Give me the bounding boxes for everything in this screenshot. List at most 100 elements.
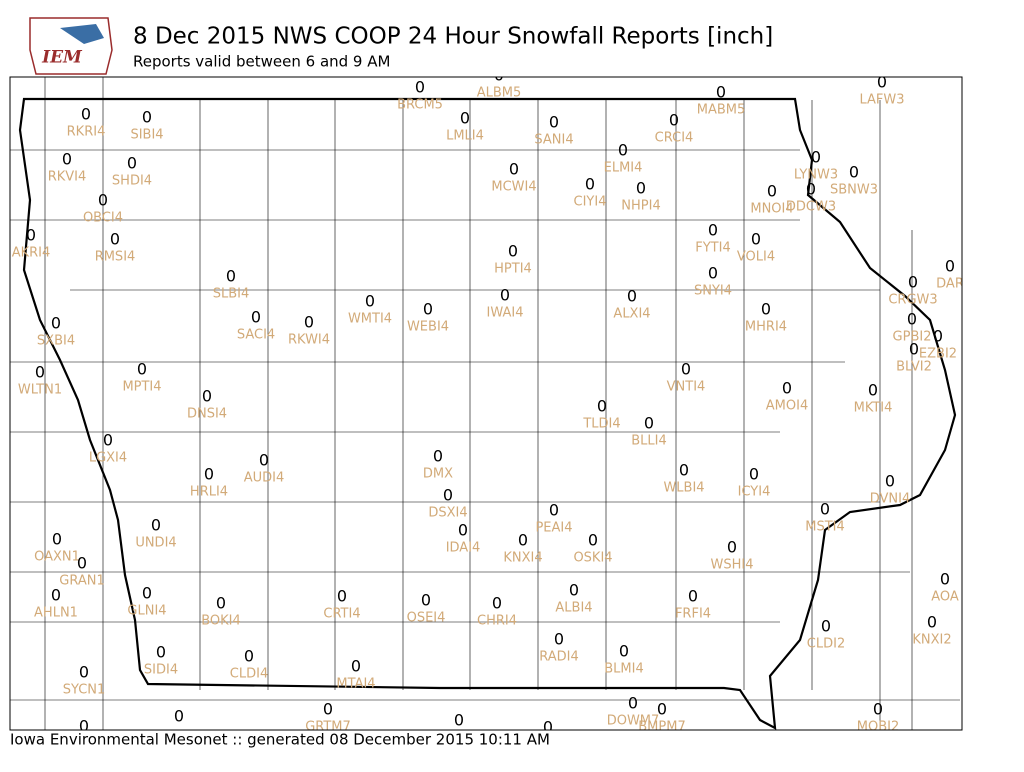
station-label: TLDI4 bbox=[582, 417, 620, 432]
title: 8 Dec 2015 NWS COOP 24 Hour Snowfall Rep… bbox=[133, 24, 773, 50]
station-value: 0 bbox=[751, 230, 761, 249]
station-value: 0 bbox=[244, 647, 254, 666]
station-value: 0 bbox=[454, 711, 464, 730]
station-value: 0 bbox=[443, 486, 453, 505]
station-value: 0 bbox=[421, 591, 431, 610]
station-label: DNSI4 bbox=[187, 407, 227, 422]
station-label: SIDI4 bbox=[144, 663, 178, 678]
station-label: DVNI4 bbox=[870, 492, 911, 507]
station-label: BLVI2 bbox=[896, 360, 932, 375]
station-label: WMTI4 bbox=[348, 312, 392, 327]
station-value: 0 bbox=[569, 581, 579, 600]
station-value: 0 bbox=[940, 570, 950, 589]
station-value: 0 bbox=[806, 180, 816, 199]
station-label: BLMI4 bbox=[604, 662, 643, 677]
station-label: BMPM7 bbox=[638, 720, 685, 735]
station-label: MNOI4 bbox=[750, 202, 793, 217]
station-label: IDAI4 bbox=[446, 541, 481, 556]
station-value: 0 bbox=[251, 308, 261, 327]
station-value: 0 bbox=[811, 148, 821, 167]
station-label: HPTI4 bbox=[494, 262, 532, 277]
station-label: BLLI4 bbox=[631, 434, 667, 449]
station-value: 0 bbox=[62, 150, 72, 169]
station-label: SIBI4 bbox=[130, 128, 163, 143]
station-value: 0 bbox=[518, 531, 528, 550]
station-label: CRCI4 bbox=[655, 131, 694, 146]
state-outline bbox=[18, 97, 957, 730]
station-label: RKRI4 bbox=[67, 125, 106, 140]
station-value: 0 bbox=[51, 314, 61, 333]
station-label: DOWM7 bbox=[607, 714, 660, 729]
station-label: ALBM5 bbox=[477, 86, 522, 101]
station-label: SACI4 bbox=[237, 328, 275, 343]
station-label: SHDI4 bbox=[112, 174, 152, 189]
station-value: 0 bbox=[98, 191, 108, 210]
station-value: 0 bbox=[337, 587, 347, 606]
station-label: DAR bbox=[936, 277, 964, 292]
station-label: GPBI2 bbox=[893, 330, 932, 345]
station-label: ALBI4 bbox=[555, 601, 592, 616]
station-value: 0 bbox=[500, 286, 510, 305]
station-value: 0 bbox=[415, 78, 425, 97]
station-label: RKVI4 bbox=[48, 170, 87, 185]
station-label: AOA bbox=[931, 590, 959, 605]
station-label: AMOI4 bbox=[766, 399, 808, 414]
station-label: SYCN1 bbox=[63, 683, 106, 698]
station-value: 0 bbox=[782, 379, 792, 398]
station-value: 0 bbox=[761, 300, 771, 319]
station-value: 0 bbox=[945, 257, 955, 276]
station-value: 0 bbox=[885, 472, 895, 491]
footer: Iowa Environmental Mesonet :: generated … bbox=[10, 731, 550, 749]
station-value: 0 bbox=[351, 657, 361, 676]
station-value: 0 bbox=[51, 586, 61, 605]
station-label: CRTI4 bbox=[323, 607, 360, 622]
station-value: 0 bbox=[933, 327, 943, 346]
station-label: MOBI2 bbox=[857, 720, 899, 735]
station-label: WEBI4 bbox=[407, 320, 449, 335]
station-value: 0 bbox=[323, 700, 333, 719]
station-label: LMLI4 bbox=[446, 129, 484, 144]
station-label: NHPI4 bbox=[621, 199, 660, 214]
station-value: 0 bbox=[142, 108, 152, 127]
station-label: AKRI4 bbox=[12, 246, 51, 261]
station-value: 0 bbox=[460, 109, 470, 128]
station-value: 0 bbox=[423, 300, 433, 319]
station-value: 0 bbox=[749, 465, 759, 484]
station-value: 0 bbox=[708, 221, 718, 240]
station-label: MTAI4 bbox=[336, 677, 375, 692]
station-label: OSKI4 bbox=[573, 551, 612, 566]
station-value: 0 bbox=[849, 163, 859, 182]
station-value: 0 bbox=[821, 617, 831, 636]
station-value: 0 bbox=[627, 287, 637, 306]
station-value: 0 bbox=[554, 630, 564, 649]
station-label: ICYI4 bbox=[738, 485, 771, 500]
station-label: BRCM5 bbox=[397, 98, 443, 113]
logo: IEM bbox=[29, 17, 113, 75]
station-label: WSHI4 bbox=[711, 558, 754, 573]
station-value: 0 bbox=[636, 179, 646, 198]
station-label: SLBI4 bbox=[213, 287, 250, 302]
station-label: KNXI4 bbox=[503, 551, 542, 566]
station-value: 0 bbox=[103, 431, 113, 450]
station-value: 0 bbox=[767, 182, 777, 201]
station-label: BOKI4 bbox=[201, 614, 241, 629]
station-label: WLBI4 bbox=[663, 481, 704, 496]
subtitle: Reports valid between 6 and 9 AM bbox=[133, 53, 390, 71]
station-value: 0 bbox=[727, 538, 737, 557]
station-value: 0 bbox=[657, 700, 667, 719]
station-value: 0 bbox=[216, 594, 226, 613]
station-label: SBNW3 bbox=[830, 183, 878, 198]
station-value: 0 bbox=[110, 230, 120, 249]
station-value: 0 bbox=[81, 105, 91, 124]
station-value: 0 bbox=[644, 414, 654, 433]
station-label: GLNI4 bbox=[127, 604, 166, 619]
station-value: 0 bbox=[151, 516, 161, 535]
station-value: 0 bbox=[79, 663, 89, 682]
station-value: 0 bbox=[619, 642, 629, 661]
station-label: AHLN1 bbox=[34, 606, 78, 621]
station-label: RKWI4 bbox=[288, 333, 330, 348]
station-label: DMX bbox=[423, 467, 453, 482]
station-label: RADI4 bbox=[539, 650, 579, 665]
